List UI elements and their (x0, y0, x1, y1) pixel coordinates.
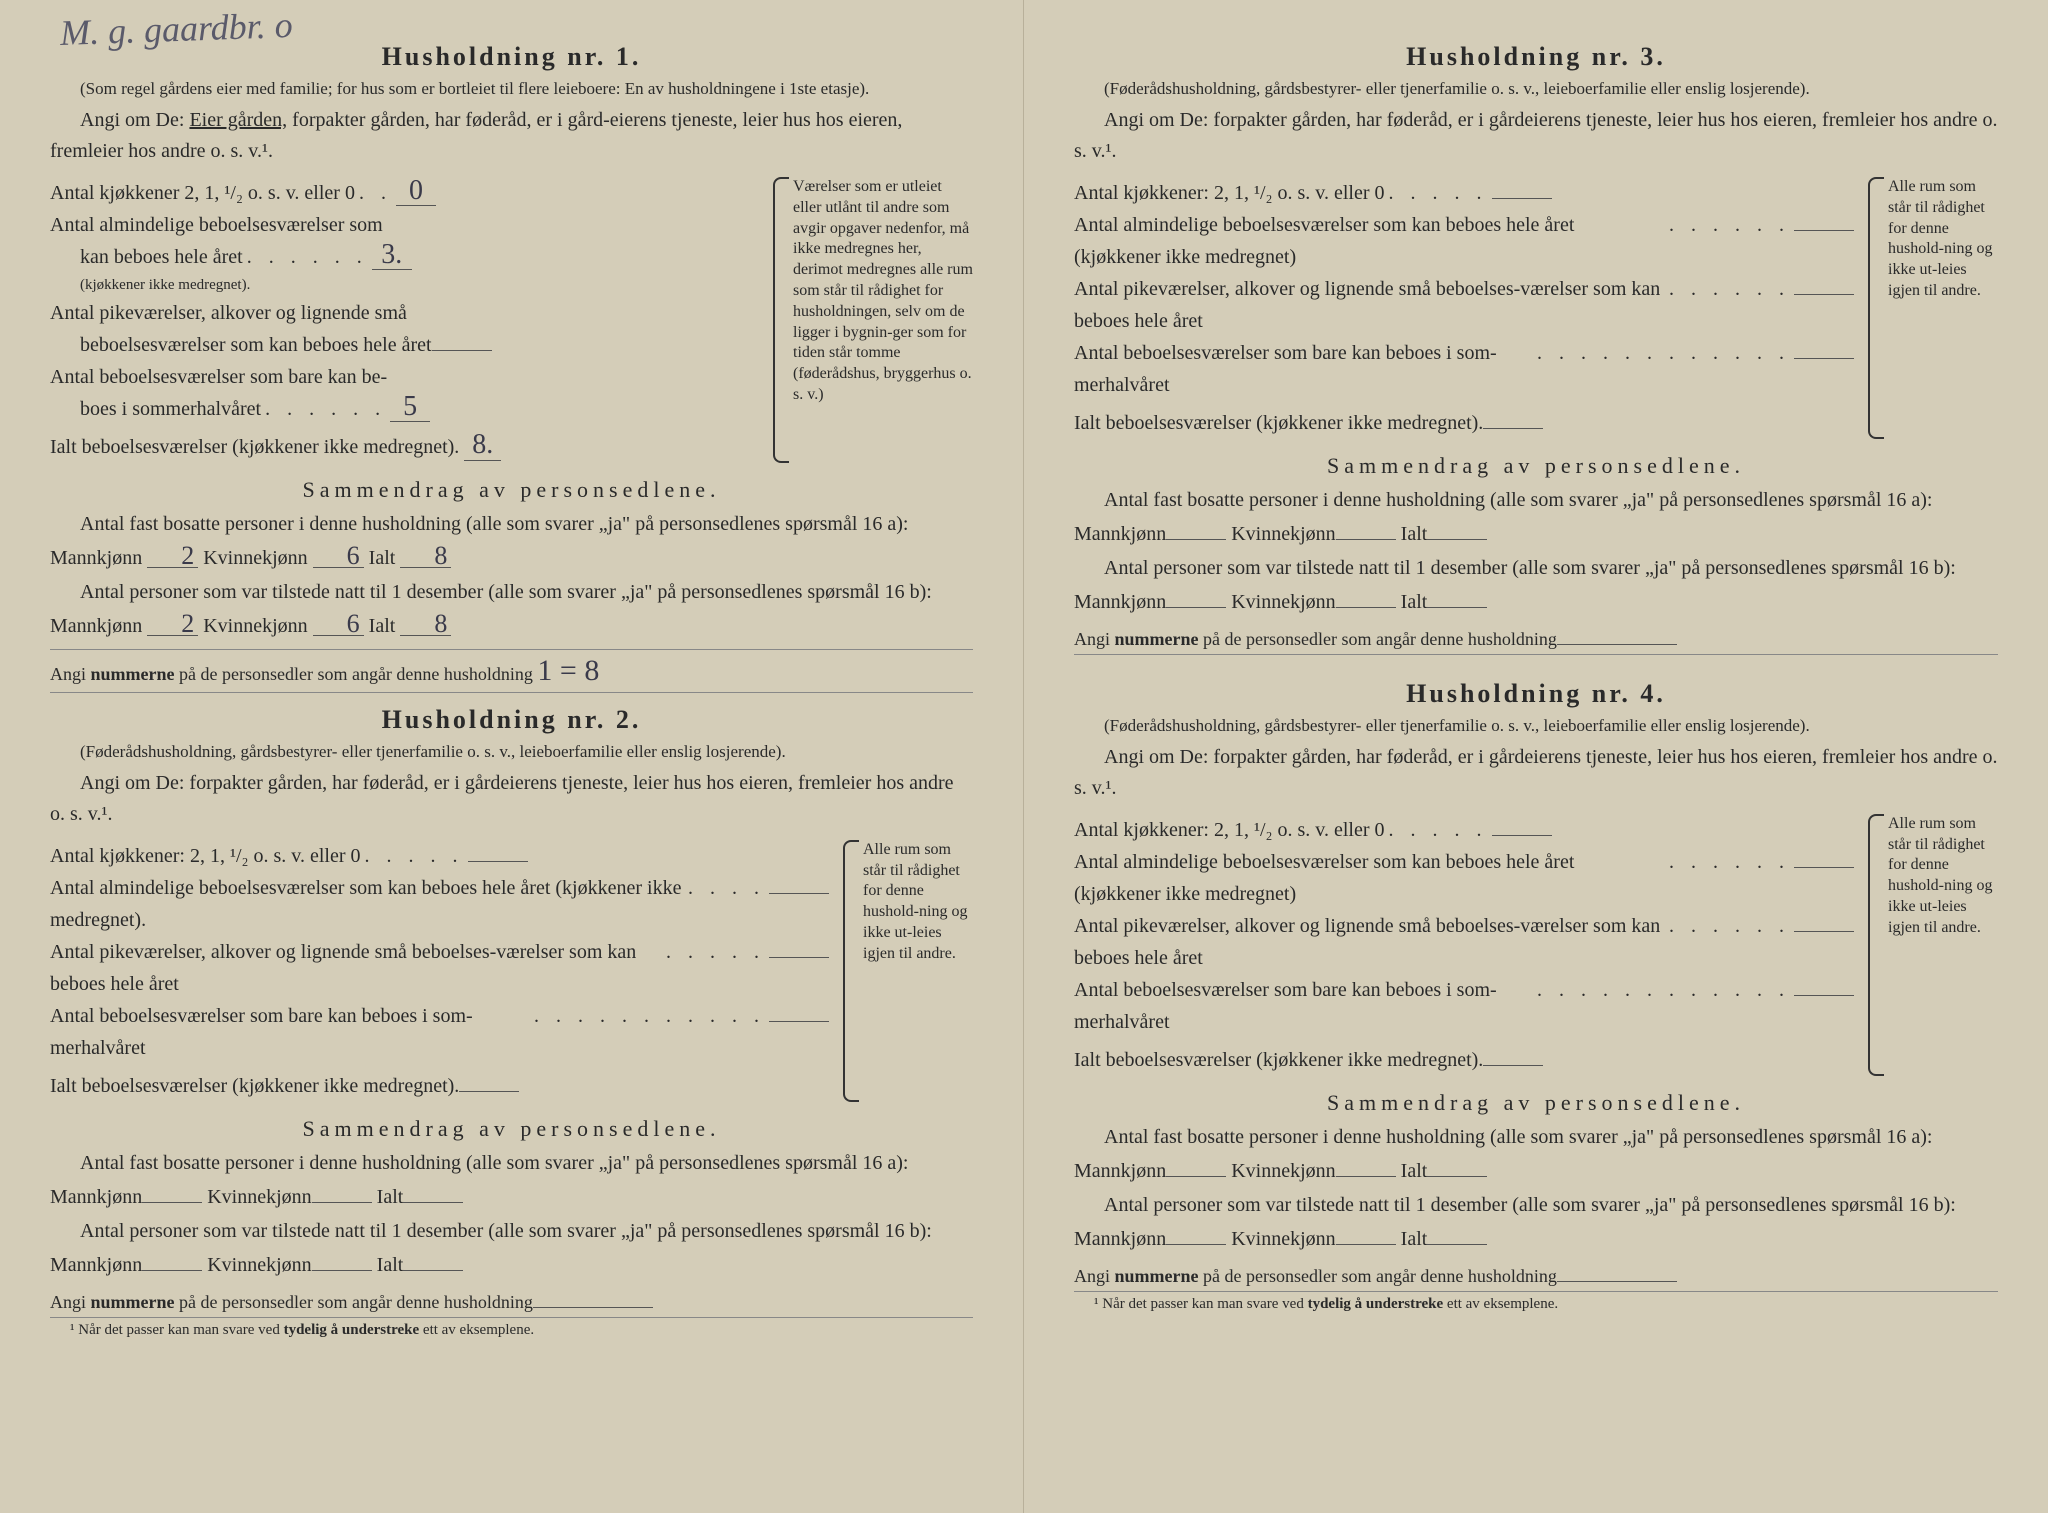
household-2-brace-note: Alle rum som står til rådighet for denne… (843, 840, 973, 1102)
household-1-fast: Antal fast bosatte personer i denne hush… (50, 507, 973, 575)
household-2-title: Husholdning nr. 2. (50, 705, 973, 735)
household-3-summary-title: Sammendrag av personsedlene. (1074, 453, 1998, 479)
household-1-summary-title: Sammendrag av personsedlene. (50, 477, 973, 503)
household-4-summary-title: Sammendrag av personsedlene. (1074, 1090, 1998, 1116)
household-4-rooms: Antal kjøkkener: 2, 1, ¹/₂ o. s. v. elle… (1074, 814, 1998, 1076)
household-3-tilstede: Antal personer som var tilstede natt til… (1074, 551, 1998, 619)
household-3-brace-note: Alle rum som står til rådighet for denne… (1868, 177, 1998, 439)
left-page: M. g. gaardbr. o Husholdning nr. 1. (Som… (0, 0, 1024, 1513)
household-2-angi: Angi om De: forpakter gården, har føderå… (50, 768, 973, 830)
household-3-fast: Antal fast bosatte personer i denne hush… (1074, 483, 1998, 551)
kitchens-value: 0 (396, 177, 436, 206)
household-4-brace-note: Alle rum som står til rådighet for denne… (1868, 814, 1998, 1076)
household-2-note: (Føderådshusholdning, gårdsbestyrer- ell… (50, 741, 973, 764)
household-3-title: Husholdning nr. 3. (1074, 42, 1998, 72)
household-1-angi-num: Angi nummerne på de personsedler som ang… (50, 649, 973, 693)
household-4-footnote: ¹ Når det passer kan man svare ved tydel… (1074, 1296, 1998, 1313)
household-3-angi: Angi om De: forpakter gården, har føderå… (1074, 105, 1998, 167)
household-2-tilstede: Antal personer som var tilstede natt til… (50, 1214, 973, 1282)
handwritten-annotation: M. g. gaardbr. o (59, 4, 293, 54)
household-2-footnote: ¹ Når det passer kan man svare ved tydel… (50, 1322, 973, 1339)
household-2-fast: Antal fast bosatte personer i denne hush… (50, 1146, 973, 1214)
household-2-summary-title: Sammendrag av personsedlene. (50, 1116, 973, 1142)
household-2-angi-num: Angi nummerne på de personsedler som ang… (50, 1288, 973, 1318)
household-1-rooms: Antal kjøkkener 2, 1, ¹/₂ o. s. v. eller… (50, 177, 973, 463)
household-4-fast: Antal fast bosatte personer i denne hush… (1074, 1120, 1998, 1188)
household-1-brace-note: Værelser som er utleiet eller utlånt til… (773, 177, 973, 463)
household-1-note: (Som regel gårdens eier med familie; for… (50, 78, 973, 101)
household-4-angi: Angi om De: forpakter gården, har føderå… (1074, 742, 1998, 804)
pike-value (432, 333, 492, 351)
household-4-title: Husholdning nr. 4. (1074, 679, 1998, 709)
household-3-rooms: Antal kjøkkener: 2, 1, ¹/₂ o. s. v. elle… (1074, 177, 1998, 439)
right-page: Husholdning nr. 3. (Føderådshusholdning,… (1024, 0, 2048, 1513)
household-4-angi-num: Angi nummerne på de personsedler som ang… (1074, 1262, 1998, 1292)
household-4-note: (Føderådshusholdning, gårdsbestyrer- ell… (1074, 715, 1998, 738)
household-2-rooms: Antal kjøkkener: 2, 1, ¹/₂ o. s. v. elle… (50, 840, 973, 1102)
total-value: 8. (464, 429, 501, 461)
regular-value: 3. (372, 241, 412, 270)
household-3-angi-num: Angi nummerne på de personsedler som ang… (1074, 625, 1998, 655)
summer-value: 5 (390, 393, 430, 422)
household-4-tilstede: Antal personer som var tilstede natt til… (1074, 1188, 1998, 1256)
household-1-angi: Angi om De: Eier gården, forpakter gårde… (50, 105, 973, 167)
household-3-note: (Føderådshusholdning, gårdsbestyrer- ell… (1074, 78, 1998, 101)
household-1-tilstede: Antal personer som var tilstede natt til… (50, 575, 973, 643)
